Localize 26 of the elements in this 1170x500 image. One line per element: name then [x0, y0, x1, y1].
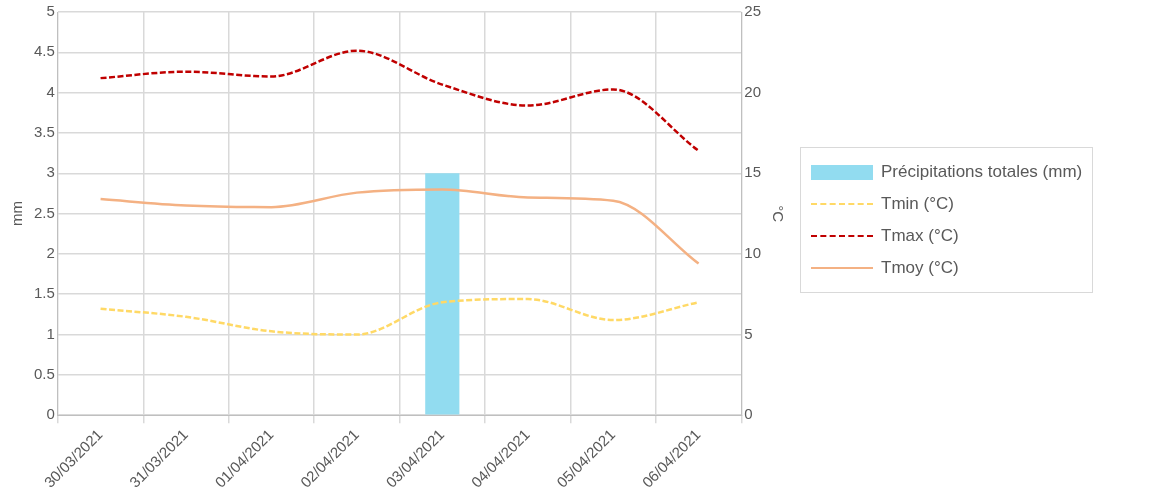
legend-label: Tmoy (°C): [881, 258, 959, 278]
legend-label: Tmax (°C): [881, 226, 959, 246]
y-tick-label: 4: [46, 82, 55, 100]
line-series: [99, 49, 700, 152]
y2-axis-title: °C: [769, 205, 787, 223]
y2-tick-label: 15: [744, 163, 761, 181]
y-tick-label: 3: [46, 163, 55, 181]
line-series: [99, 297, 700, 336]
y2-tick-label: 0: [744, 405, 753, 423]
y-tick-label: 4.5: [33, 42, 55, 60]
y-tick-label: 2: [46, 244, 55, 262]
line-series: [99, 188, 700, 265]
y-tick-label: 1.5: [33, 284, 55, 302]
y2-tick-label: 25: [744, 2, 761, 20]
y-tick-label: 1: [46, 324, 55, 342]
y-axis-title: mm: [8, 201, 26, 227]
y-tick-label: 0.5: [33, 365, 55, 383]
y-tick-label: 5: [46, 2, 55, 20]
legend-label: Tmin (°C): [881, 194, 954, 214]
y2-tick-label: 5: [744, 324, 753, 342]
y-tick-label: 2.5: [33, 203, 55, 221]
y-tick-label: 0: [46, 405, 55, 423]
y2-tick-label: 10: [744, 244, 761, 262]
y-tick-label: 3.5: [33, 123, 55, 141]
legend-label: Précipitations totales (mm): [881, 162, 1083, 182]
y2-tick-label: 20: [744, 82, 761, 100]
